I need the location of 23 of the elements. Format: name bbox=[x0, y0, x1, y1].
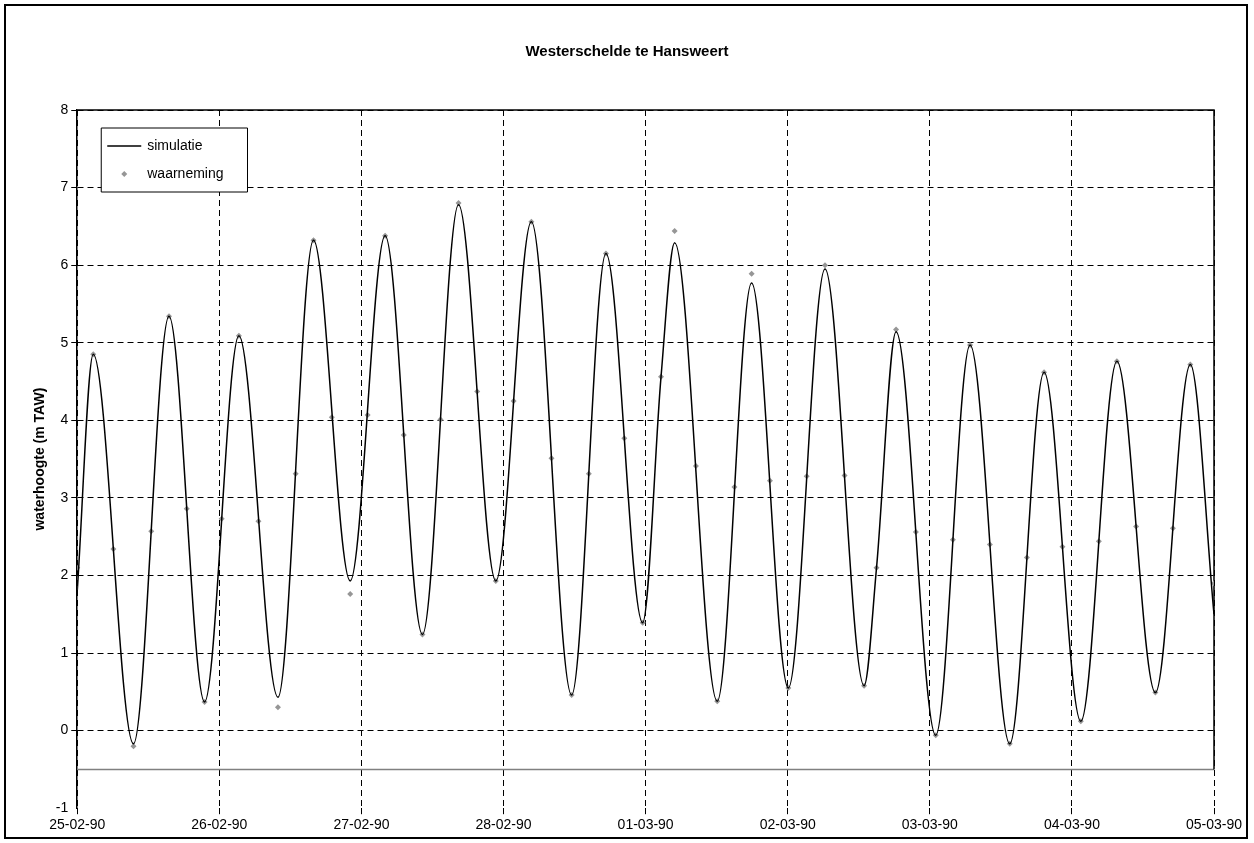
x-tick-label: 04-03-90 bbox=[1043, 816, 1101, 833]
y-tick-label: 7 bbox=[60, 178, 69, 195]
x-tick-label: 26-02-90 bbox=[191, 816, 248, 833]
chart-title: Westerschelde te Hansweert bbox=[524, 42, 730, 59]
x-tick-label: 03-03-90 bbox=[901, 816, 959, 833]
x-tick-label: 27-02-90 bbox=[333, 816, 390, 833]
y-tick-label: 4 bbox=[60, 411, 69, 428]
x-tick-label: 28-02-90 bbox=[475, 816, 532, 833]
y-tick-label: 5 bbox=[60, 333, 69, 350]
y-tick-label: -1 bbox=[55, 799, 69, 816]
y-axis-title: waterhoogte (m TAW) bbox=[31, 387, 48, 532]
legend-label: simulatie bbox=[147, 136, 203, 153]
x-tick-label: 01-03-90 bbox=[617, 816, 674, 833]
y-tick-label: 6 bbox=[60, 256, 69, 273]
y-tick-label: 1 bbox=[60, 643, 69, 660]
x-tick-label: 02-03-90 bbox=[759, 816, 816, 833]
x-tick-label: 25-02-90 bbox=[49, 816, 106, 833]
y-tick-label: 0 bbox=[60, 721, 69, 738]
x-tick-label: 05-03-90 bbox=[1185, 816, 1243, 833]
y-tick-label: 2 bbox=[60, 566, 69, 583]
y-tick-label: 3 bbox=[60, 488, 69, 505]
y-tick-label: 8 bbox=[60, 100, 69, 117]
legend-label: waarneming bbox=[146, 164, 224, 181]
